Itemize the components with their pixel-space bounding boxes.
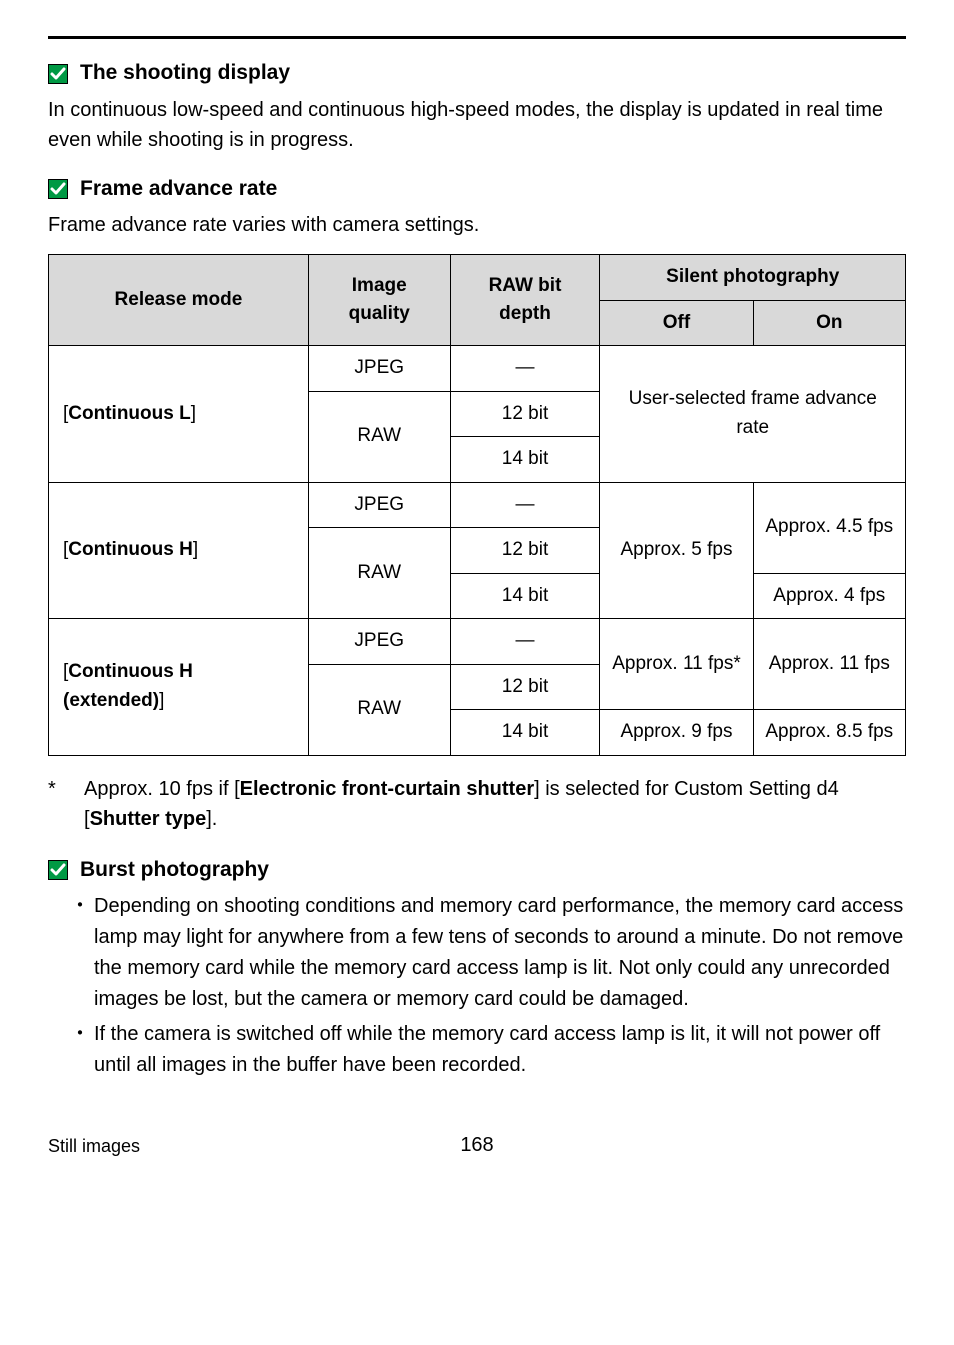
cell-bit-depth: 14 bit <box>450 573 600 619</box>
cell-bit-depth: 12 bit <box>450 528 600 574</box>
text-bold: Shutter type <box>90 808 207 830</box>
label-bold: Continuous H <box>68 539 193 560</box>
th-raw-bit-depth: RAW bit depth <box>450 255 600 346</box>
burst-bullets: Depending on shooting conditions and mem… <box>74 891 906 1081</box>
table-row: [Continuous H (extended)] JPEG — Approx.… <box>49 619 906 665</box>
th-text: Image quality <box>349 275 410 325</box>
cell-off: Approx. 9 fps <box>600 710 753 756</box>
shooting-display-body: In continuous low-speed and continuous h… <box>48 95 906 155</box>
th-off: Off <box>600 300 753 346</box>
cell-off: Approx. 11 fps* <box>600 619 753 710</box>
bracket: ] <box>159 690 164 711</box>
section-burst: Burst photography <box>48 854 906 886</box>
th-release-mode: Release mode <box>49 255 309 346</box>
check-icon <box>48 860 68 880</box>
table-row: [Continuous H] JPEG — Approx. 5 fps Appr… <box>49 482 906 528</box>
cell-off: Approx. 5 fps <box>600 482 753 619</box>
page-footer: Still images 168 <box>48 1133 906 1160</box>
cell-on: Approx. 4.5 fps <box>753 482 905 573</box>
cell-image-quality: RAW <box>308 391 450 482</box>
list-item: Depending on shooting conditions and mem… <box>74 891 906 1015</box>
th-text: RAW bit depth <box>489 275 562 325</box>
cell-bit-depth: 14 bit <box>450 437 600 483</box>
frame-advance-body: Frame advance rate varies with camera se… <box>48 210 906 240</box>
heading-text: Burst photography <box>80 854 269 886</box>
cell-image-quality: JPEG <box>308 346 450 392</box>
cell-bit-depth: 12 bit <box>450 664 600 710</box>
th-on: On <box>753 300 905 346</box>
cell-on: Approx. 8.5 fps <box>753 710 905 756</box>
text: ]. <box>206 808 217 830</box>
cell-image-quality: JPEG <box>308 482 450 528</box>
heading-text: The shooting display <box>80 57 290 89</box>
page-number: 168 <box>460 1130 493 1160</box>
cell-image-quality: JPEG <box>308 619 450 665</box>
top-rule <box>48 36 906 39</box>
bracket: ] <box>193 539 198 560</box>
cell-bit-depth: — <box>450 619 600 665</box>
footer-section: Still images <box>48 1133 140 1160</box>
check-icon <box>48 64 68 84</box>
bracket: ] <box>191 403 196 424</box>
check-icon <box>48 179 68 199</box>
cell-on: Approx. 4 fps <box>753 573 905 619</box>
label-bold: Continuous H (extended) <box>63 661 193 711</box>
cell-image-quality: RAW <box>308 664 450 755</box>
text: Approx. 10 fps if [ <box>84 778 240 800</box>
table-row: [Continuous L] JPEG — User-selected fram… <box>49 346 906 392</box>
table-header-row: Release mode Image quality RAW bit depth… <box>49 255 906 301</box>
heading-text: Frame advance rate <box>80 173 277 205</box>
cell-bit-depth: 12 bit <box>450 391 600 437</box>
footnote-text: Approx. 10 fps if [Electronic front-curt… <box>84 774 906 834</box>
cell-bit-depth: 14 bit <box>450 710 600 756</box>
cell-image-quality: RAW <box>308 528 450 619</box>
cell-user-selected: User-selected frame advance rate <box>600 346 906 483</box>
cell-release-mode: [Continuous L] <box>49 346 309 483</box>
footnote-star: * <box>48 774 84 834</box>
footnote: * Approx. 10 fps if [Electronic front-cu… <box>48 774 906 834</box>
label-bold: Continuous L <box>68 403 190 424</box>
th-image-quality: Image quality <box>308 255 450 346</box>
cell-release-mode: [Continuous H] <box>49 482 309 619</box>
cell-on: Approx. 11 fps <box>753 619 905 710</box>
section-frame-advance: Frame advance rate <box>48 173 906 205</box>
list-item: If the camera is switched off while the … <box>74 1019 906 1081</box>
cell-bit-depth: — <box>450 482 600 528</box>
frame-rate-table: Release mode Image quality RAW bit depth… <box>48 254 906 756</box>
cell-bit-depth: — <box>450 346 600 392</box>
th-silent-photography: Silent photography <box>600 255 906 301</box>
section-shooting-display: The shooting display <box>48 57 906 89</box>
text-bold: Electronic front-curtain shutter <box>240 778 534 800</box>
cell-release-mode: [Continuous H (extended)] <box>49 619 309 756</box>
